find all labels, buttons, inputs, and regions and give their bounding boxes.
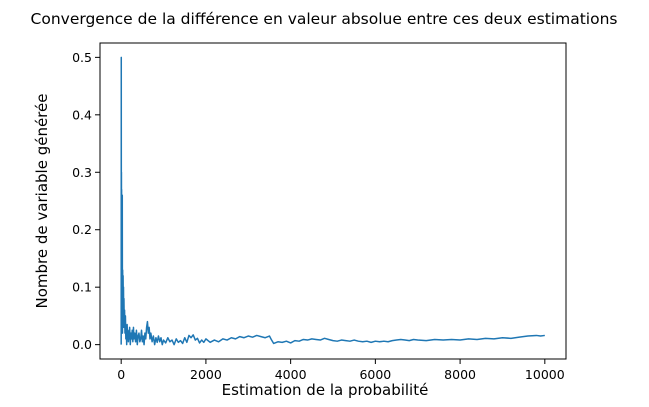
plot-frame <box>99 42 567 360</box>
x-tick-label: 4000 <box>275 367 307 382</box>
y-tick-label: 0.2 <box>72 222 92 237</box>
y-tick-label: 0.0 <box>72 337 92 352</box>
x-tick-label: 10000 <box>525 367 565 382</box>
x-tick-label: 8000 <box>444 367 476 382</box>
x-tick-label: 2000 <box>190 367 222 382</box>
chart-title: Convergence de la différence en valeur a… <box>31 10 618 28</box>
y-tick-label: 0.5 <box>72 50 92 65</box>
y-axis: 0.0 0.1 0.2 0.3 0.4 0.5 <box>72 50 100 352</box>
y-tick-label: 0.3 <box>72 165 92 180</box>
x-axis-label: Estimation de la probabilité <box>222 381 429 399</box>
series-line <box>120 56 545 346</box>
y-tick-label: 0.4 <box>72 107 92 122</box>
x-tick-label: 6000 <box>359 367 391 382</box>
y-axis-label: Nombre de variable générée <box>33 94 51 309</box>
x-tick-label: 0 <box>117 367 125 382</box>
x-axis: 0 2000 4000 6000 8000 10000 <box>117 359 565 382</box>
y-tick-label: 0.1 <box>72 280 92 295</box>
